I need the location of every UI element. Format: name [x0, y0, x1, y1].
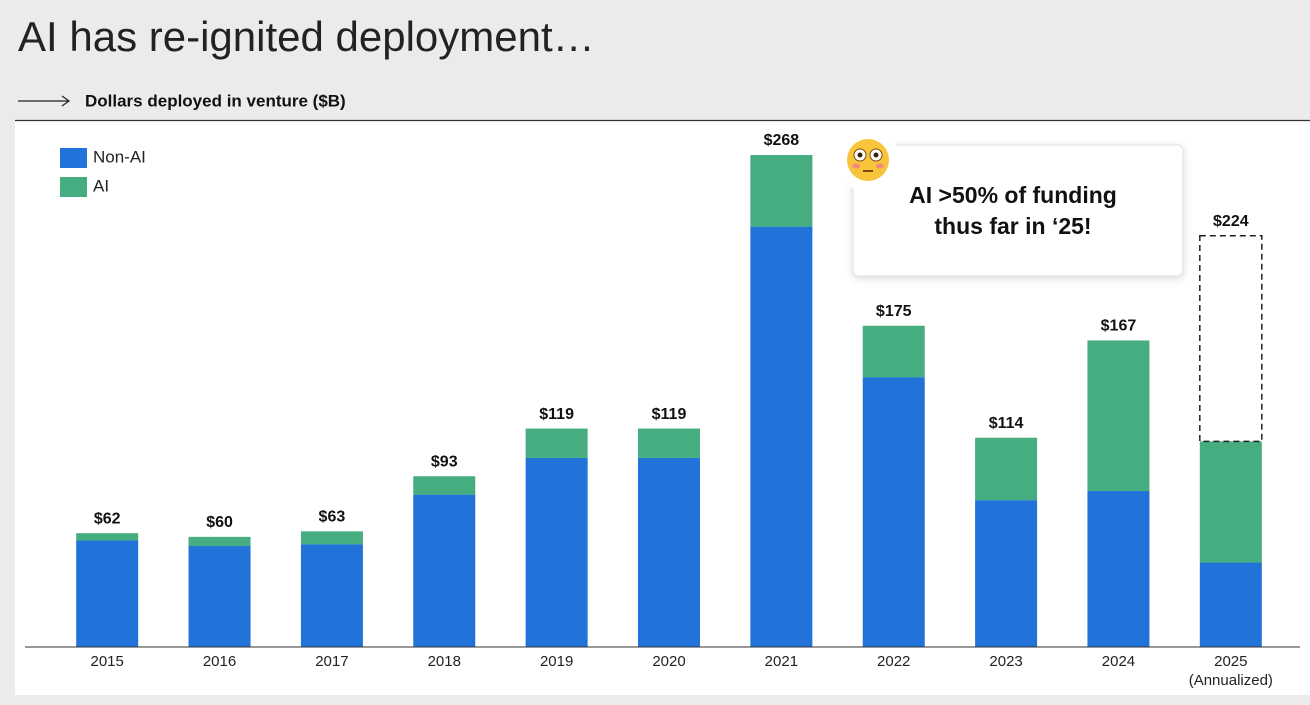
bar-segment [188, 546, 251, 647]
annotation-line: AI >50% of funding [909, 182, 1117, 208]
x-tick-label: 2025 [1214, 653, 1247, 670]
bar-segment [975, 500, 1038, 647]
total-label: $175 [876, 303, 912, 320]
bar-segment [300, 544, 363, 647]
emoji-face [847, 139, 889, 181]
total-label: $167 [1101, 318, 1137, 335]
x-tick-label: 2018 [428, 653, 461, 670]
bar-segment [76, 540, 139, 647]
emoji-pupil [857, 152, 863, 158]
emoji-blush [876, 163, 884, 169]
chart-title: AI has re-ignited deployment… [18, 13, 595, 60]
emoji-pupil [873, 152, 879, 158]
bar-segment [750, 155, 813, 227]
total-label: $268 [764, 132, 800, 149]
bar-segment [1087, 340, 1150, 491]
total-label: $63 [319, 509, 346, 526]
legend-label: Non-AI [93, 147, 146, 166]
x-tick-label: 2024 [1102, 653, 1135, 670]
total-label: $119 [539, 406, 574, 423]
projected-segment [1199, 235, 1263, 443]
bar-segment [1087, 490, 1150, 647]
callout: AI >50% of funding thus far in ‘25! [836, 128, 1184, 277]
bar-segment [525, 457, 588, 647]
bar-segment [413, 476, 476, 495]
x-tick-label: (Annualized) [1189, 672, 1273, 689]
x-tick-label: 2023 [989, 653, 1022, 670]
bar-segment [638, 428, 700, 458]
callout-box [852, 144, 1184, 277]
x-tick-label: 2022 [877, 653, 910, 670]
annotation-line: thus far in ‘25! [934, 213, 1091, 239]
x-tick-label: 2016 [203, 653, 236, 670]
legend-swatch [60, 148, 87, 168]
bar-segment [300, 531, 363, 545]
bar-segment [188, 536, 251, 547]
bar-segment [638, 457, 700, 647]
x-tick-label: 2020 [652, 653, 685, 670]
total-label: $224 [1213, 213, 1249, 230]
bar-segment [862, 377, 925, 647]
chart-subtitle: Dollars deployed in venture ($B) [85, 91, 346, 110]
total-label: $93 [431, 453, 458, 470]
total-label: $119 [652, 406, 687, 423]
total-label: $60 [206, 514, 233, 531]
bar-segment [750, 226, 813, 647]
x-tick-label: 2019 [540, 653, 573, 670]
legend-label: AI [93, 176, 109, 195]
bar-segment [76, 533, 139, 541]
arrow-head [61, 95, 71, 107]
bar-segment [862, 325, 925, 378]
bar-segment [525, 428, 588, 458]
total-label: $62 [94, 510, 121, 527]
bar-segment [1199, 441, 1262, 563]
x-tick-label: 2015 [90, 653, 123, 670]
x-tick-label: 2017 [315, 653, 348, 670]
x-tick-label: 2021 [765, 653, 798, 670]
bar-segment [1199, 562, 1262, 647]
bar-segment [975, 437, 1038, 501]
legend-swatch [60, 177, 87, 197]
total-label: $114 [989, 415, 1024, 432]
emoji-blush [852, 163, 860, 169]
bar-segment [413, 494, 476, 647]
